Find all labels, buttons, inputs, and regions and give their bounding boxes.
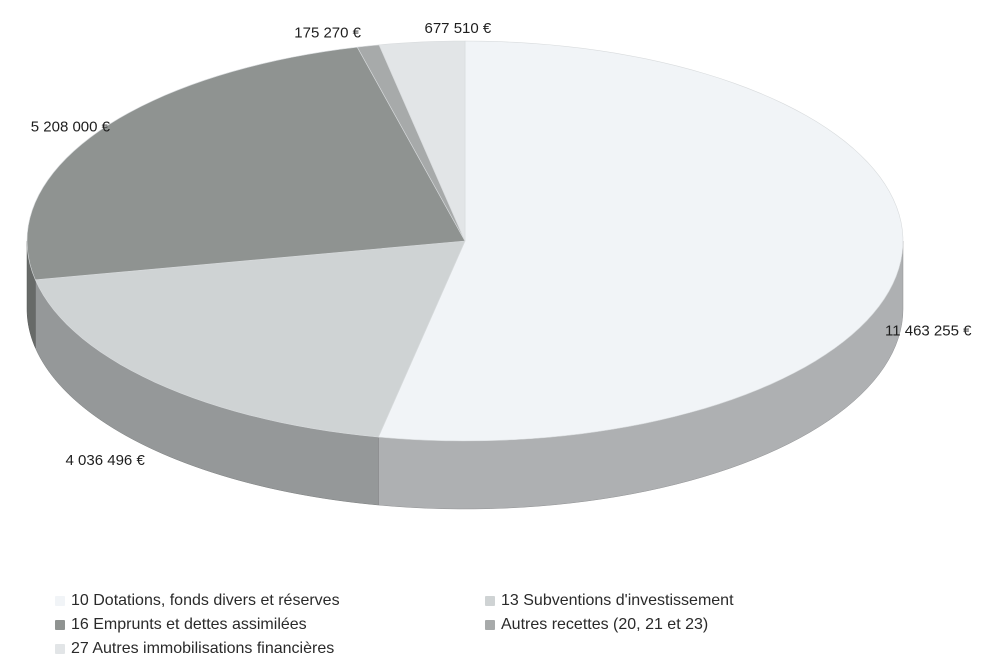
- legend-swatch: [55, 596, 65, 606]
- legend-swatch: [55, 620, 65, 630]
- legend-swatch: [485, 596, 495, 606]
- legend-item-autres-recettes: Autres recettes (20, 21 et 23): [485, 616, 708, 634]
- legend-item-emprunts: 16 Emprunts et dettes assimilées: [55, 616, 307, 634]
- pie-value-label-0: 11 463 255 €: [885, 322, 972, 339]
- legend-swatch: [55, 644, 65, 654]
- legend-item-immobilisations: 27 Autres immobilisations financières: [55, 640, 334, 658]
- pie-chart: 11 463 255 € 4 036 496 € 5 208 000 € 175 27…: [26, 20, 972, 510]
- pie-slice-2: [26, 46, 466, 281]
- legend-label: 27 Autres immobilisations financières: [71, 640, 335, 657]
- pie-slice-4: [378, 40, 466, 242]
- pie-value-label-4: 677 510 €: [425, 20, 492, 37]
- pie-slice-3: [356, 44, 466, 242]
- pie-value-label-3: 175 270 €: [294, 24, 361, 41]
- pie-slices: [26, 40, 904, 442]
- pie-value-labels: 11 463 255 € 4 036 496 € 5 208 000 € 175 27…: [31, 20, 972, 469]
- pie-value-label-2: 5 208 000 €: [31, 119, 111, 136]
- legend-label: 13 Subventions d'investissement: [501, 592, 734, 609]
- legend-label: 16 Emprunts et dettes assimilées: [71, 616, 307, 633]
- pie-slice-0: [377, 40, 904, 442]
- legend-label: 10 Dotations, fonds divers et réserves: [71, 592, 340, 609]
- pie-slice-1: [34, 240, 466, 438]
- pie-value-label-1: 4 036 496 €: [66, 452, 146, 469]
- legend-label: Autres recettes (20, 21 et 23): [501, 616, 709, 633]
- legend-item-dotations: 10 Dotations, fonds divers et réserves: [55, 592, 340, 610]
- legend-item-subventions: 13 Subventions d'investissement: [485, 592, 734, 610]
- legend-swatch: [485, 620, 495, 630]
- chart-legend: 10 Dotations, fonds divers et réserves 1…: [55, 592, 955, 664]
